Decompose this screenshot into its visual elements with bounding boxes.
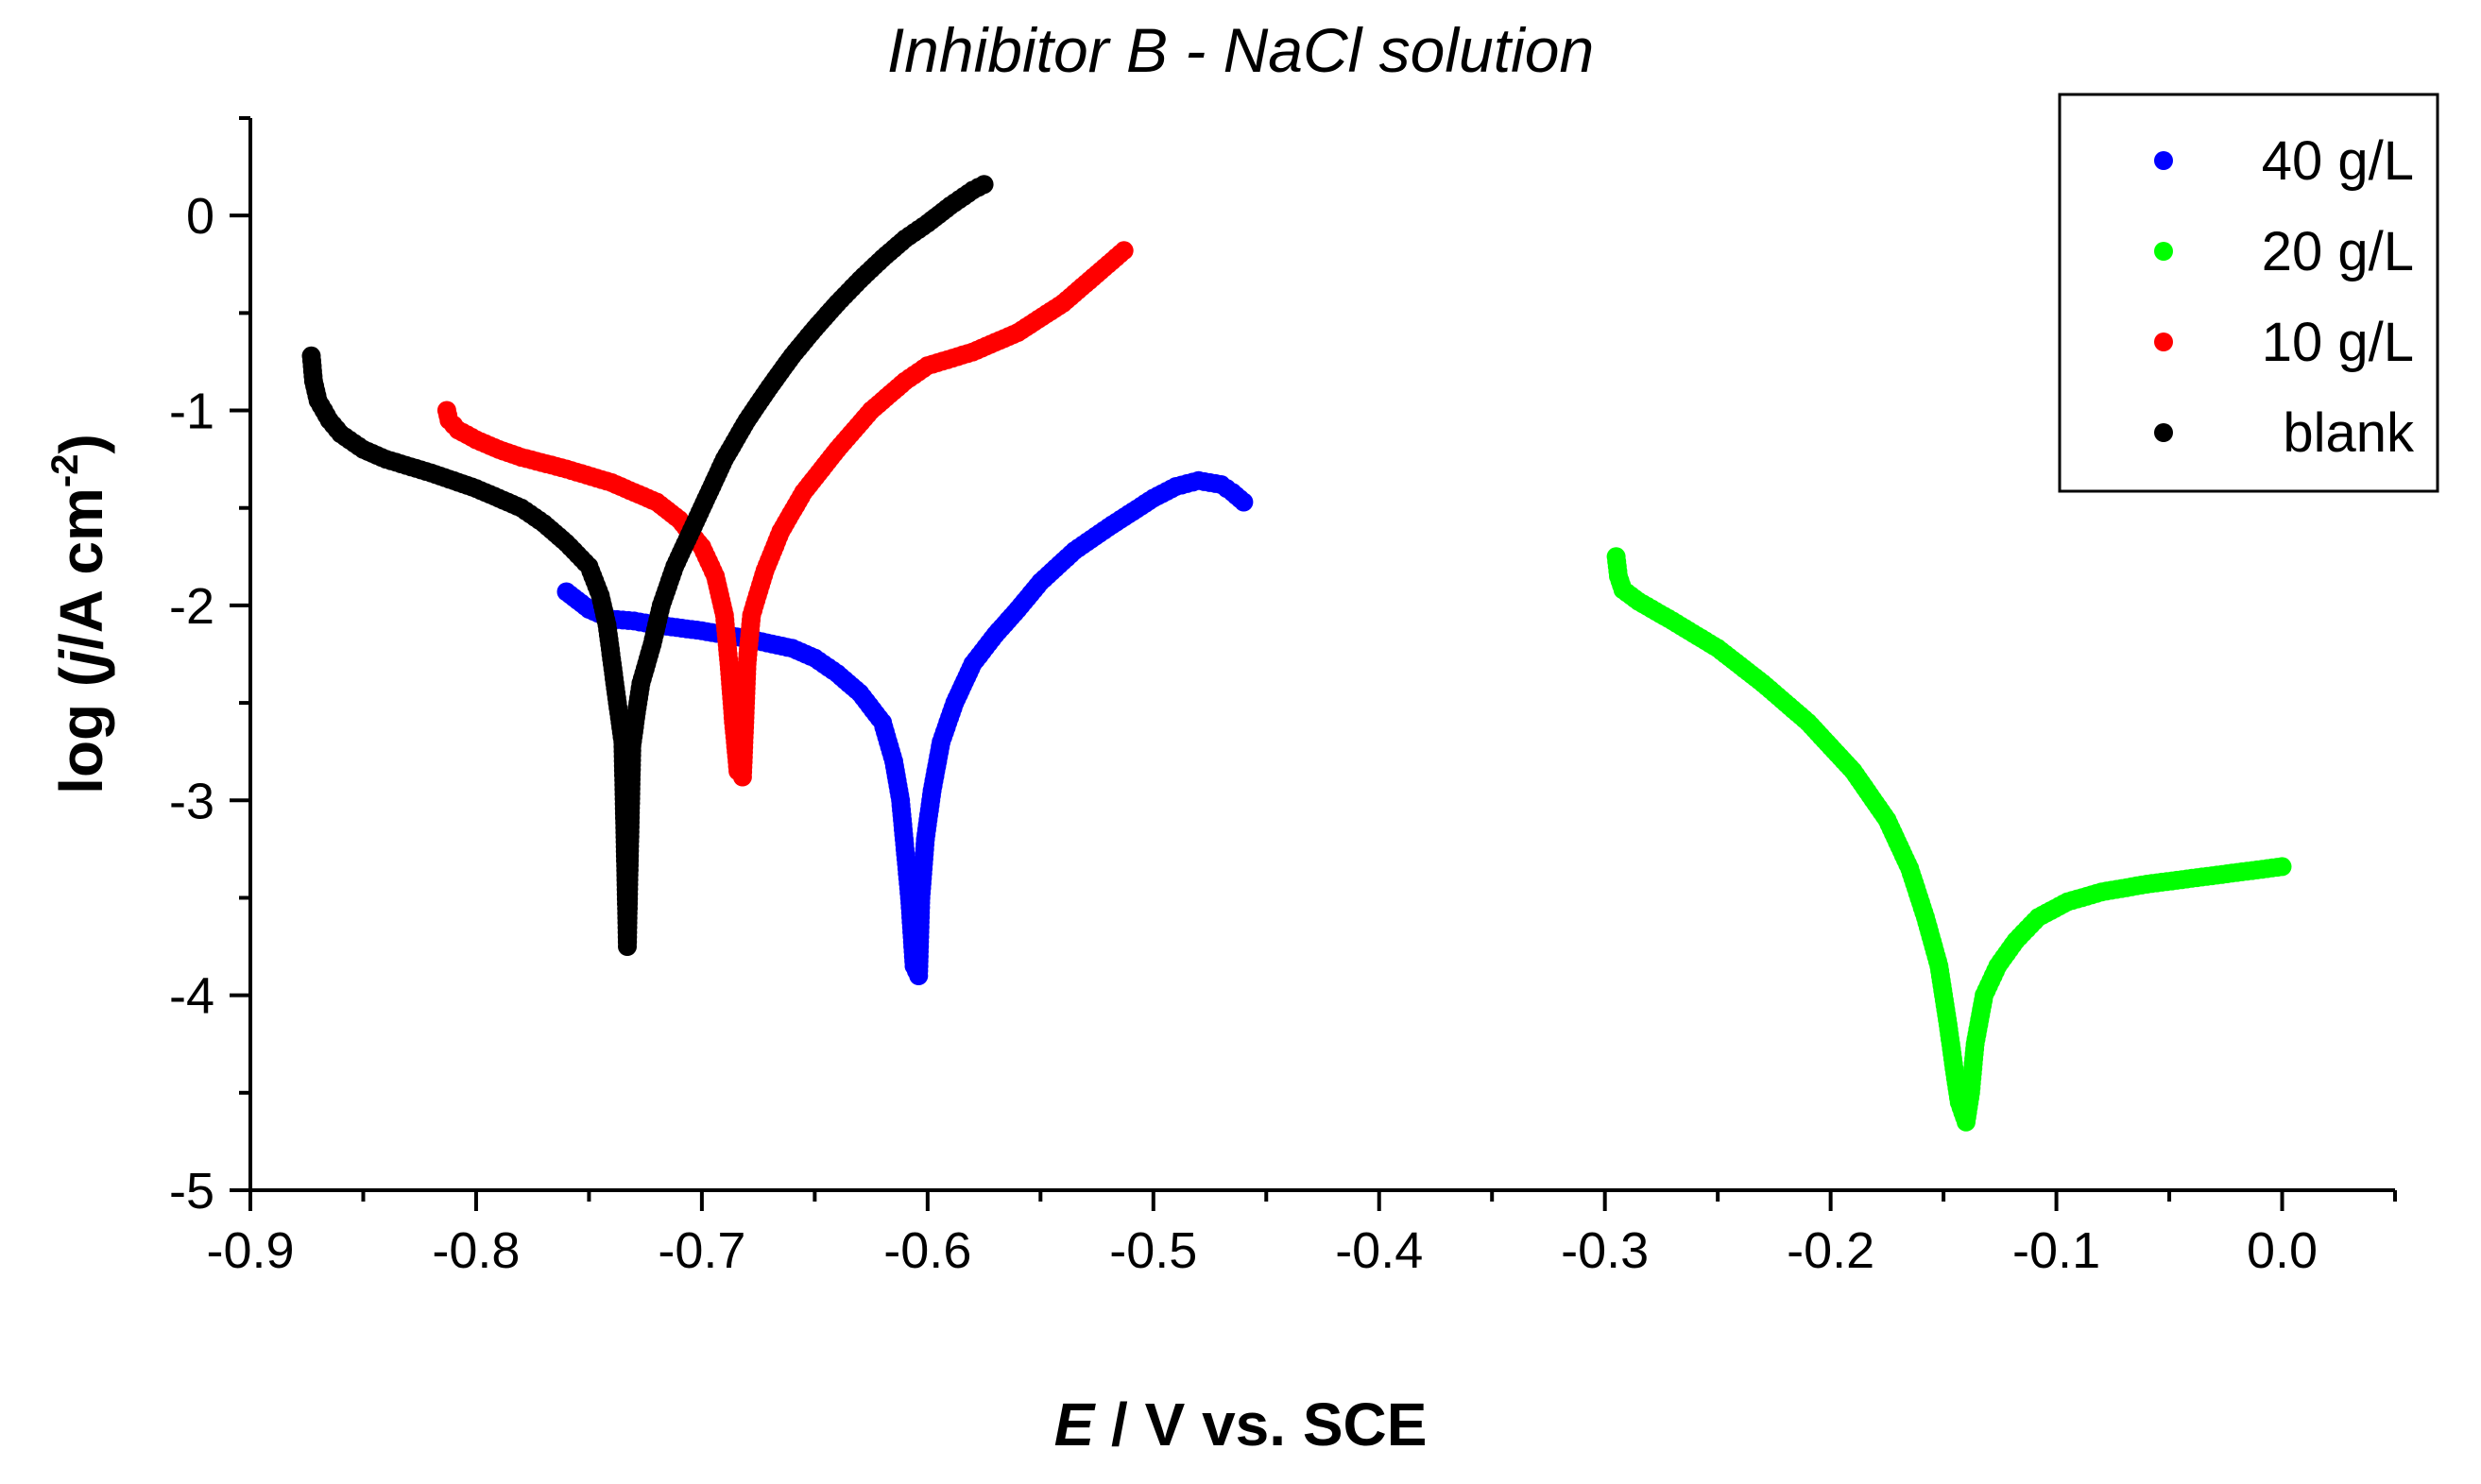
series-blank xyxy=(301,175,994,956)
x-tick-label: -0.7 xyxy=(658,1222,745,1279)
legend-box xyxy=(2058,93,2439,493)
legend-label: blank xyxy=(2283,402,2415,464)
legend-marker xyxy=(2154,151,2173,170)
x-axis: -0.9 -0.8 -0.7 -0.6 -0.5 -0.4 -0.3 -0.2 -0.1 0.0 xyxy=(206,1188,2397,1279)
x-tick-label: 0.0 xyxy=(2247,1222,2318,1279)
y-tick-label: -3 xyxy=(169,773,214,829)
legend: 40 g/L 20 g/L 10 g/L blank xyxy=(2058,93,2439,493)
y-axis-label-exponent: -2 xyxy=(44,453,86,487)
legend-marker xyxy=(2154,423,2173,442)
x-axis-label-unit: / V vs. SCE xyxy=(1094,1390,1427,1458)
y-axis-label: log (j/A cm-2) xyxy=(44,434,115,794)
x-tick-label: -0.9 xyxy=(206,1222,294,1279)
y-axis-label-suffix: ) xyxy=(47,434,115,453)
legend-marker xyxy=(2154,333,2173,351)
x-tick-label: -0.3 xyxy=(1561,1222,1649,1279)
x-tick-label: -0.1 xyxy=(2012,1222,2100,1279)
x-tick-label: -0.4 xyxy=(1335,1222,1423,1279)
series-line xyxy=(310,182,985,947)
x-tick-label: -0.5 xyxy=(1109,1222,1197,1279)
x-axis-label-var: E xyxy=(1054,1390,1097,1458)
chart-title: Inhibitor B - NaCl solution xyxy=(887,15,1594,85)
data-point xyxy=(1114,241,1134,261)
series-10-g-l xyxy=(436,241,1134,787)
data-point xyxy=(974,175,994,195)
y-axis: -5 -4 -3 -2 -1 0 xyxy=(169,116,252,1220)
data-point xyxy=(1234,492,1254,512)
x-tick-label: -0.8 xyxy=(432,1222,520,1279)
x-axis-label: E / V vs. SCE xyxy=(1054,1390,1428,1458)
legend-label: 40 g/L xyxy=(2262,130,2414,192)
x-tick-label: -0.6 xyxy=(883,1222,971,1279)
y-tick-label: -5 xyxy=(169,1163,214,1220)
x-tick-label: -0.2 xyxy=(1787,1222,1874,1279)
y-axis-label-prefix: log ( xyxy=(47,666,115,794)
data-point xyxy=(2272,857,2292,877)
y-tick-label: 0 xyxy=(186,188,214,245)
y-tick-label: -4 xyxy=(169,968,214,1025)
series-layer xyxy=(301,175,2292,1132)
series-40-g-l xyxy=(556,470,1254,985)
legend-marker xyxy=(2154,242,2173,261)
legend-label: 20 g/L xyxy=(2262,221,2414,282)
y-tick-label: -2 xyxy=(169,578,214,635)
y-axis-label-unit: /A cm xyxy=(47,487,115,650)
series-20-g-l xyxy=(1606,547,2292,1132)
y-tick-label: -1 xyxy=(169,384,214,440)
legend-label: 10 g/L xyxy=(2262,312,2414,373)
